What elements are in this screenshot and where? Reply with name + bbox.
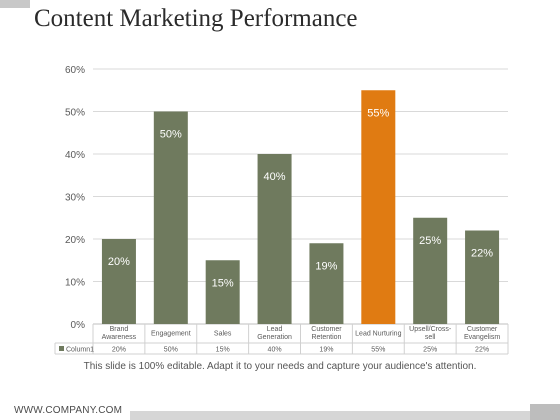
category-label: Brand	[110, 326, 129, 333]
data-label: 19%	[315, 260, 337, 272]
table-value: 50%	[164, 347, 178, 354]
bar	[465, 230, 500, 324]
data-label: 20%	[108, 256, 130, 268]
category-label: Lead	[267, 326, 283, 333]
table-value: 55%	[371, 347, 385, 354]
category-label: Sales	[214, 331, 232, 338]
category-label: Evangelism	[464, 334, 500, 341]
bar	[309, 243, 344, 324]
y-tick-label: 20%	[65, 235, 85, 246]
legend-series-name: Column1	[66, 347, 94, 354]
bar	[257, 154, 292, 324]
y-tick-label: 10%	[65, 278, 85, 289]
category-label: Customer	[467, 326, 498, 333]
bar	[413, 217, 448, 324]
footer-bar	[130, 411, 530, 420]
data-label: 25%	[419, 235, 441, 247]
table-value: 20%	[112, 347, 126, 354]
category-label: sell	[425, 334, 436, 341]
y-tick-label: 60%	[65, 65, 85, 76]
bar	[153, 111, 188, 324]
category-label: Retention	[311, 334, 341, 341]
footer-accent-bar	[530, 404, 560, 420]
legend-swatch	[59, 346, 64, 351]
category-label: Engagement	[151, 331, 191, 338]
y-tick-label: 40%	[65, 150, 85, 161]
page-title: Content Marketing Performance	[34, 5, 358, 32]
category-label: Customer	[311, 326, 342, 333]
y-tick-label: 0%	[71, 320, 86, 331]
category-label: Awareness	[102, 334, 137, 341]
data-label: 22%	[471, 248, 493, 260]
table-value: 19%	[319, 347, 333, 354]
bar	[361, 90, 396, 324]
category-label: Upsell/Cross-	[409, 326, 452, 333]
category-label: Lead Nurturing	[355, 331, 401, 338]
corner-accent-bar	[0, 0, 30, 8]
data-label: 55%	[367, 107, 389, 119]
table-value: 22%	[475, 347, 489, 354]
y-tick-label: 30%	[65, 193, 85, 204]
data-label: 15%	[212, 277, 234, 289]
footer-company: WWW.COMPANY.COM	[14, 405, 123, 416]
table-value: 25%	[423, 347, 437, 354]
bar	[205, 260, 240, 324]
data-label: 40%	[264, 171, 286, 183]
data-label: 50%	[160, 129, 182, 141]
editable-note: This slide is 100% editable. Adapt it to…	[83, 361, 477, 372]
table-value: 15%	[216, 347, 230, 354]
bar	[101, 239, 136, 324]
category-label: Generation	[257, 334, 292, 341]
table-value: 40%	[268, 347, 282, 354]
y-tick-label: 50%	[65, 108, 85, 119]
